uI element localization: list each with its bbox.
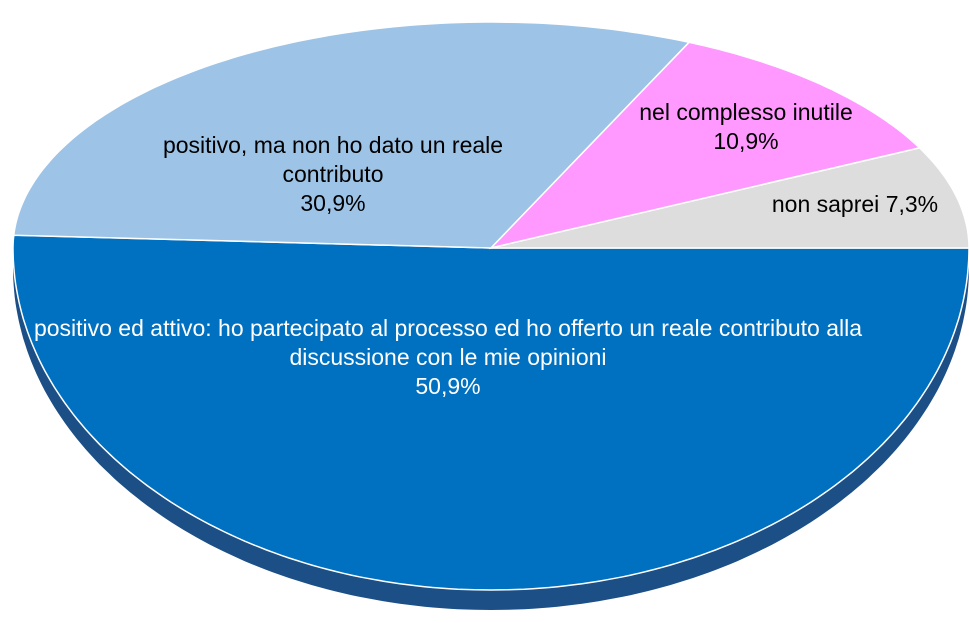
value-label: 50,9%: [415, 373, 481, 399]
category-name: positivo ed attivo: ho partecipato al pr…: [33, 315, 863, 370]
value-label: 30,9%: [300, 190, 366, 216]
category-name: non saprei: [771, 191, 880, 217]
value-label: 7,3%: [885, 191, 939, 217]
slice: [12, 234, 969, 591]
slice-label: positivo, ma non ho dato un reale contri…: [123, 131, 543, 218]
slice-label: positivo ed attivo: ho partecipato al pr…: [18, 314, 878, 401]
value-label: 10,9%: [713, 128, 779, 154]
slice-label: nel complesso inutile 10,9%: [586, 98, 906, 156]
category-name: nel complesso inutile: [639, 99, 853, 125]
slice: [488, 41, 922, 250]
slice-label: non saprei 7,3%: [740, 190, 969, 219]
slice: [490, 147, 969, 249]
slice: [12, 21, 691, 249]
category-name: positivo, ma non ho dato un reale contri…: [162, 132, 504, 187]
